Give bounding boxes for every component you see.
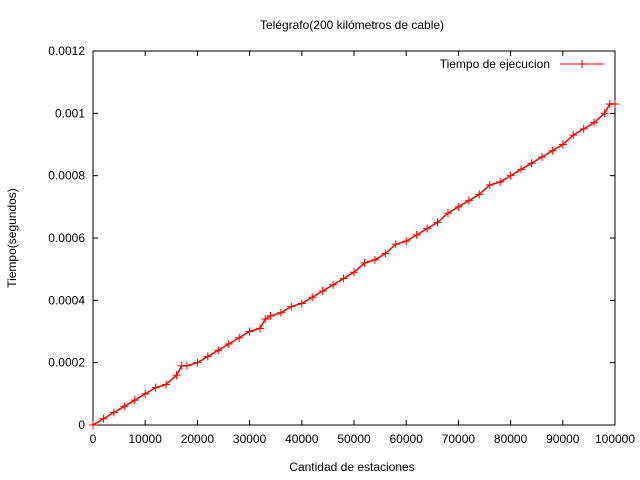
data-point bbox=[381, 249, 390, 258]
data-point bbox=[537, 152, 546, 161]
data-point bbox=[109, 408, 118, 417]
data-point bbox=[276, 308, 285, 317]
data-point bbox=[485, 181, 494, 190]
data-point bbox=[506, 171, 515, 180]
data-point bbox=[172, 371, 181, 380]
data-point bbox=[266, 311, 275, 320]
data-point bbox=[151, 383, 160, 392]
data-point bbox=[162, 380, 171, 389]
legend-label: Tiempo de ejecucion bbox=[440, 57, 550, 71]
data-point bbox=[464, 196, 473, 205]
data-point bbox=[517, 165, 526, 174]
y-tick-label: 0.0012 bbox=[48, 44, 85, 58]
data-point bbox=[193, 358, 202, 367]
y-axis-ticks: 0 0.0002 0.0004 0.0006 0.0008 0.001 0.0012 bbox=[48, 44, 615, 432]
x-tick-label: 40000 bbox=[285, 432, 319, 446]
data-point bbox=[224, 339, 233, 348]
data-point bbox=[600, 109, 609, 118]
data-point bbox=[579, 124, 588, 133]
data-point bbox=[287, 302, 296, 311]
series-line bbox=[92, 103, 615, 426]
data-point bbox=[141, 389, 150, 398]
data-point bbox=[391, 240, 400, 249]
data-point bbox=[423, 224, 432, 233]
data-point bbox=[99, 414, 108, 423]
x-tick-label: 100000 bbox=[595, 432, 635, 446]
y-tick-label: 0.0008 bbox=[48, 169, 85, 183]
x-tick-label: 20000 bbox=[181, 432, 215, 446]
data-point bbox=[245, 327, 254, 336]
x-tick-label: 30000 bbox=[233, 432, 267, 446]
data-point bbox=[475, 190, 484, 199]
data-point bbox=[454, 202, 463, 211]
data-point bbox=[360, 258, 369, 267]
y-tick-label: 0 bbox=[78, 418, 85, 432]
data-point bbox=[496, 177, 505, 186]
data-point bbox=[402, 237, 411, 246]
x-tick-label: 50000 bbox=[337, 432, 371, 446]
data-point bbox=[203, 352, 212, 361]
x-tick-label: 10000 bbox=[129, 432, 163, 446]
y-tick-label: 0.0006 bbox=[48, 231, 85, 245]
y-tick-label: 0.0004 bbox=[48, 293, 85, 307]
data-point bbox=[329, 280, 338, 289]
series-layer bbox=[89, 99, 619, 429]
data-point bbox=[433, 218, 442, 227]
data-point bbox=[214, 346, 223, 355]
x-tick-label: 80000 bbox=[494, 432, 528, 446]
data-point bbox=[350, 268, 358, 277]
data-point bbox=[235, 333, 244, 342]
legend-marker bbox=[578, 60, 586, 68]
y-axis-title: Tiempo(segundos) bbox=[5, 188, 19, 288]
data-point bbox=[308, 293, 317, 302]
data-point bbox=[120, 402, 129, 411]
x-tick-label: 70000 bbox=[442, 432, 476, 446]
x-tick-label: 0 bbox=[90, 432, 97, 446]
data-point bbox=[548, 146, 557, 155]
data-point bbox=[527, 159, 536, 168]
x-axis-title: Cantidad de estaciones bbox=[289, 460, 414, 474]
data-point bbox=[89, 421, 97, 429]
data-point bbox=[370, 255, 379, 264]
y-tick-label: 0.0002 bbox=[48, 356, 85, 370]
data-point bbox=[297, 299, 306, 308]
x-tick-label: 90000 bbox=[546, 432, 580, 446]
data-point bbox=[590, 118, 599, 127]
data-point bbox=[443, 209, 452, 218]
data-point bbox=[339, 274, 348, 283]
data-point bbox=[569, 131, 578, 140]
data-point bbox=[558, 140, 567, 149]
x-tick-label: 60000 bbox=[390, 432, 424, 446]
x-axis-ticks: 0 10000 20000 30000 40000 50000 60000 70000 8000… bbox=[90, 51, 635, 446]
data-point bbox=[182, 361, 191, 370]
data-point bbox=[318, 286, 327, 295]
plot-frame bbox=[92, 50, 616, 426]
legend: Tiempo de ejecucion bbox=[440, 57, 604, 71]
data-point bbox=[261, 315, 270, 324]
data-point bbox=[130, 396, 139, 405]
data-point bbox=[256, 324, 265, 333]
data-point bbox=[412, 230, 421, 239]
y-tick-label: 0.001 bbox=[55, 106, 85, 120]
chart-title: Telégrafo(200 kilómetros de cable) bbox=[260, 18, 444, 32]
data-point bbox=[611, 99, 619, 108]
